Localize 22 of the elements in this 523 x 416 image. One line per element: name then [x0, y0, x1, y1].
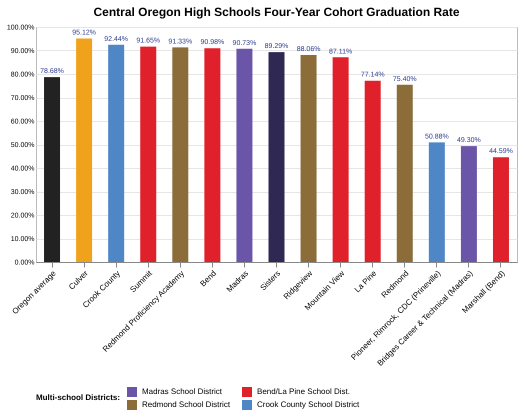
bar: [300, 55, 317, 262]
legend-title: Multi-school Districts:: [36, 393, 120, 402]
legend-label: Redmond School District: [142, 400, 231, 409]
bar: [172, 47, 188, 262]
bar: [108, 44, 124, 262]
bar: [332, 57, 349, 262]
legend-label: Madras School District: [142, 387, 223, 396]
bar: [236, 48, 252, 262]
chart-title: Central Oregon High Schools Four-Year Cohort Graduation Rate: [93, 5, 460, 19]
bar: [76, 38, 92, 262]
bar: [204, 48, 220, 262]
legend-label: Bend/La Pine School Dist.: [257, 387, 350, 396]
legend-label: Crook County School District: [257, 400, 360, 409]
bar: [140, 46, 156, 262]
bar: [460, 146, 477, 262]
bar: [428, 142, 445, 262]
bar: [492, 157, 509, 262]
bar: [396, 84, 413, 262]
x-tick-label: La Pine: [352, 268, 379, 294]
bar: [44, 77, 60, 262]
bar: [364, 80, 381, 262]
bar: [268, 52, 284, 262]
